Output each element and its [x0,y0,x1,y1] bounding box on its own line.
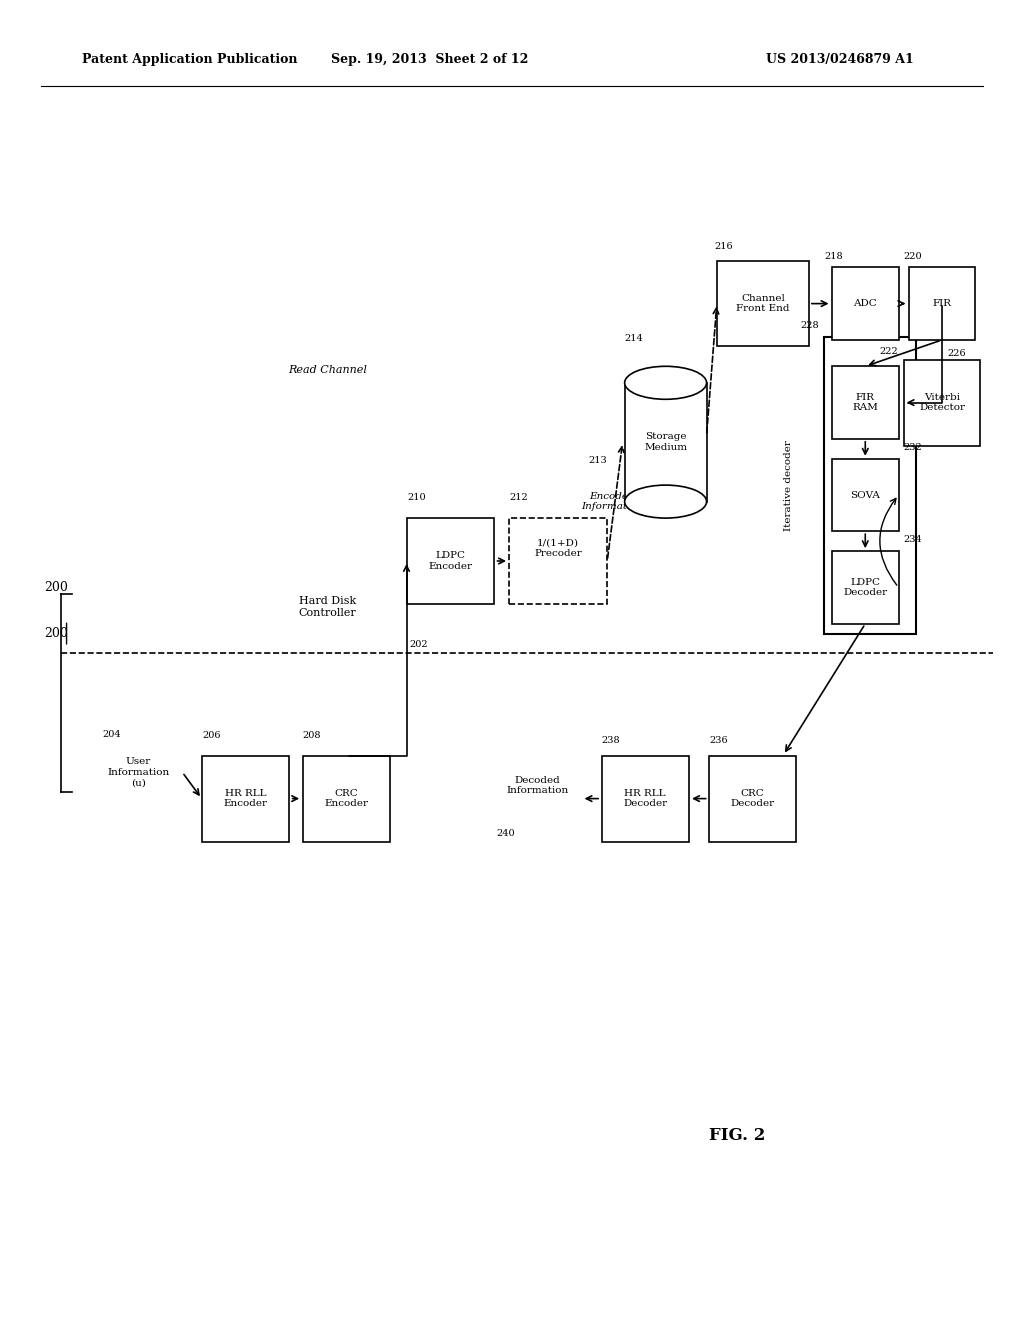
FancyBboxPatch shape [909,267,976,339]
Text: 200: 200 [44,581,69,594]
Text: SOVA: SOVA [850,491,881,499]
FancyBboxPatch shape [831,366,899,438]
FancyBboxPatch shape [625,383,707,502]
Text: Storage
Medium: Storage Medium [644,433,687,451]
Text: 212: 212 [510,494,528,503]
Text: US 2013/0246879 A1: US 2013/0246879 A1 [766,53,913,66]
Text: CRC
Decoder: CRC Decoder [730,789,775,808]
FancyBboxPatch shape [602,755,688,842]
Text: FIR
RAM: FIR RAM [852,393,879,412]
Text: CRC
Encoder: CRC Encoder [325,789,368,808]
Text: 208: 208 [303,731,322,739]
Text: Iterative decoder: Iterative decoder [784,440,793,531]
Text: 234: 234 [903,536,923,544]
Text: 214: 214 [625,334,643,343]
Text: 228: 228 [801,321,819,330]
Text: 240: 240 [497,829,515,838]
Text: 206: 206 [202,731,221,739]
Text: Encoded
Information: Encoded Information [582,492,643,511]
Text: Hard Disk
Controller: Hard Disk Controller [299,597,356,618]
Text: 218: 218 [824,252,843,261]
Text: Sep. 19, 2013  Sheet 2 of 12: Sep. 19, 2013 Sheet 2 of 12 [332,53,528,66]
Ellipse shape [625,366,707,399]
Text: 226: 226 [947,348,966,358]
Text: LDPC
Encoder: LDPC Encoder [429,552,472,570]
FancyBboxPatch shape [303,755,390,842]
FancyBboxPatch shape [831,267,899,339]
Text: LDPC
Decoder: LDPC Decoder [843,578,888,597]
FancyBboxPatch shape [904,359,981,446]
Text: FIR: FIR [933,300,951,308]
FancyBboxPatch shape [510,519,606,605]
Text: 210: 210 [408,494,426,503]
FancyBboxPatch shape [717,261,809,346]
Text: 213: 213 [589,455,607,465]
Text: 238: 238 [602,737,621,744]
Text: 232: 232 [903,444,923,451]
Text: 204: 204 [102,730,121,739]
Text: 1/(1+D)
Precoder: 1/(1+D) Precoder [535,539,582,557]
FancyBboxPatch shape [408,519,495,605]
Text: HR RLL
Encoder: HR RLL Encoder [224,789,267,808]
FancyBboxPatch shape [831,458,899,531]
Text: Patent Application Publication: Patent Application Publication [82,53,297,66]
Text: ADC: ADC [853,300,878,308]
Ellipse shape [625,486,707,519]
Text: Decoded
Information: Decoded Information [507,776,568,795]
Text: HR RLL
Decoder: HR RLL Decoder [623,789,668,808]
Text: Channel
Front End: Channel Front End [736,294,790,313]
Text: 200: 200 [44,627,69,640]
Text: 236: 236 [709,737,728,744]
Text: 220: 220 [903,252,922,261]
Text: Read Channel: Read Channel [288,364,368,375]
Text: FIG. 2: FIG. 2 [709,1127,766,1143]
FancyBboxPatch shape [202,755,289,842]
FancyBboxPatch shape [709,755,797,842]
Text: User
Information
(u): User Information (u) [108,758,169,787]
FancyBboxPatch shape [831,550,899,623]
Text: 202: 202 [410,640,428,649]
Text: 216: 216 [715,242,733,251]
Text: Viterbi
Detector: Viterbi Detector [920,393,965,412]
Text: 222: 222 [880,347,899,356]
